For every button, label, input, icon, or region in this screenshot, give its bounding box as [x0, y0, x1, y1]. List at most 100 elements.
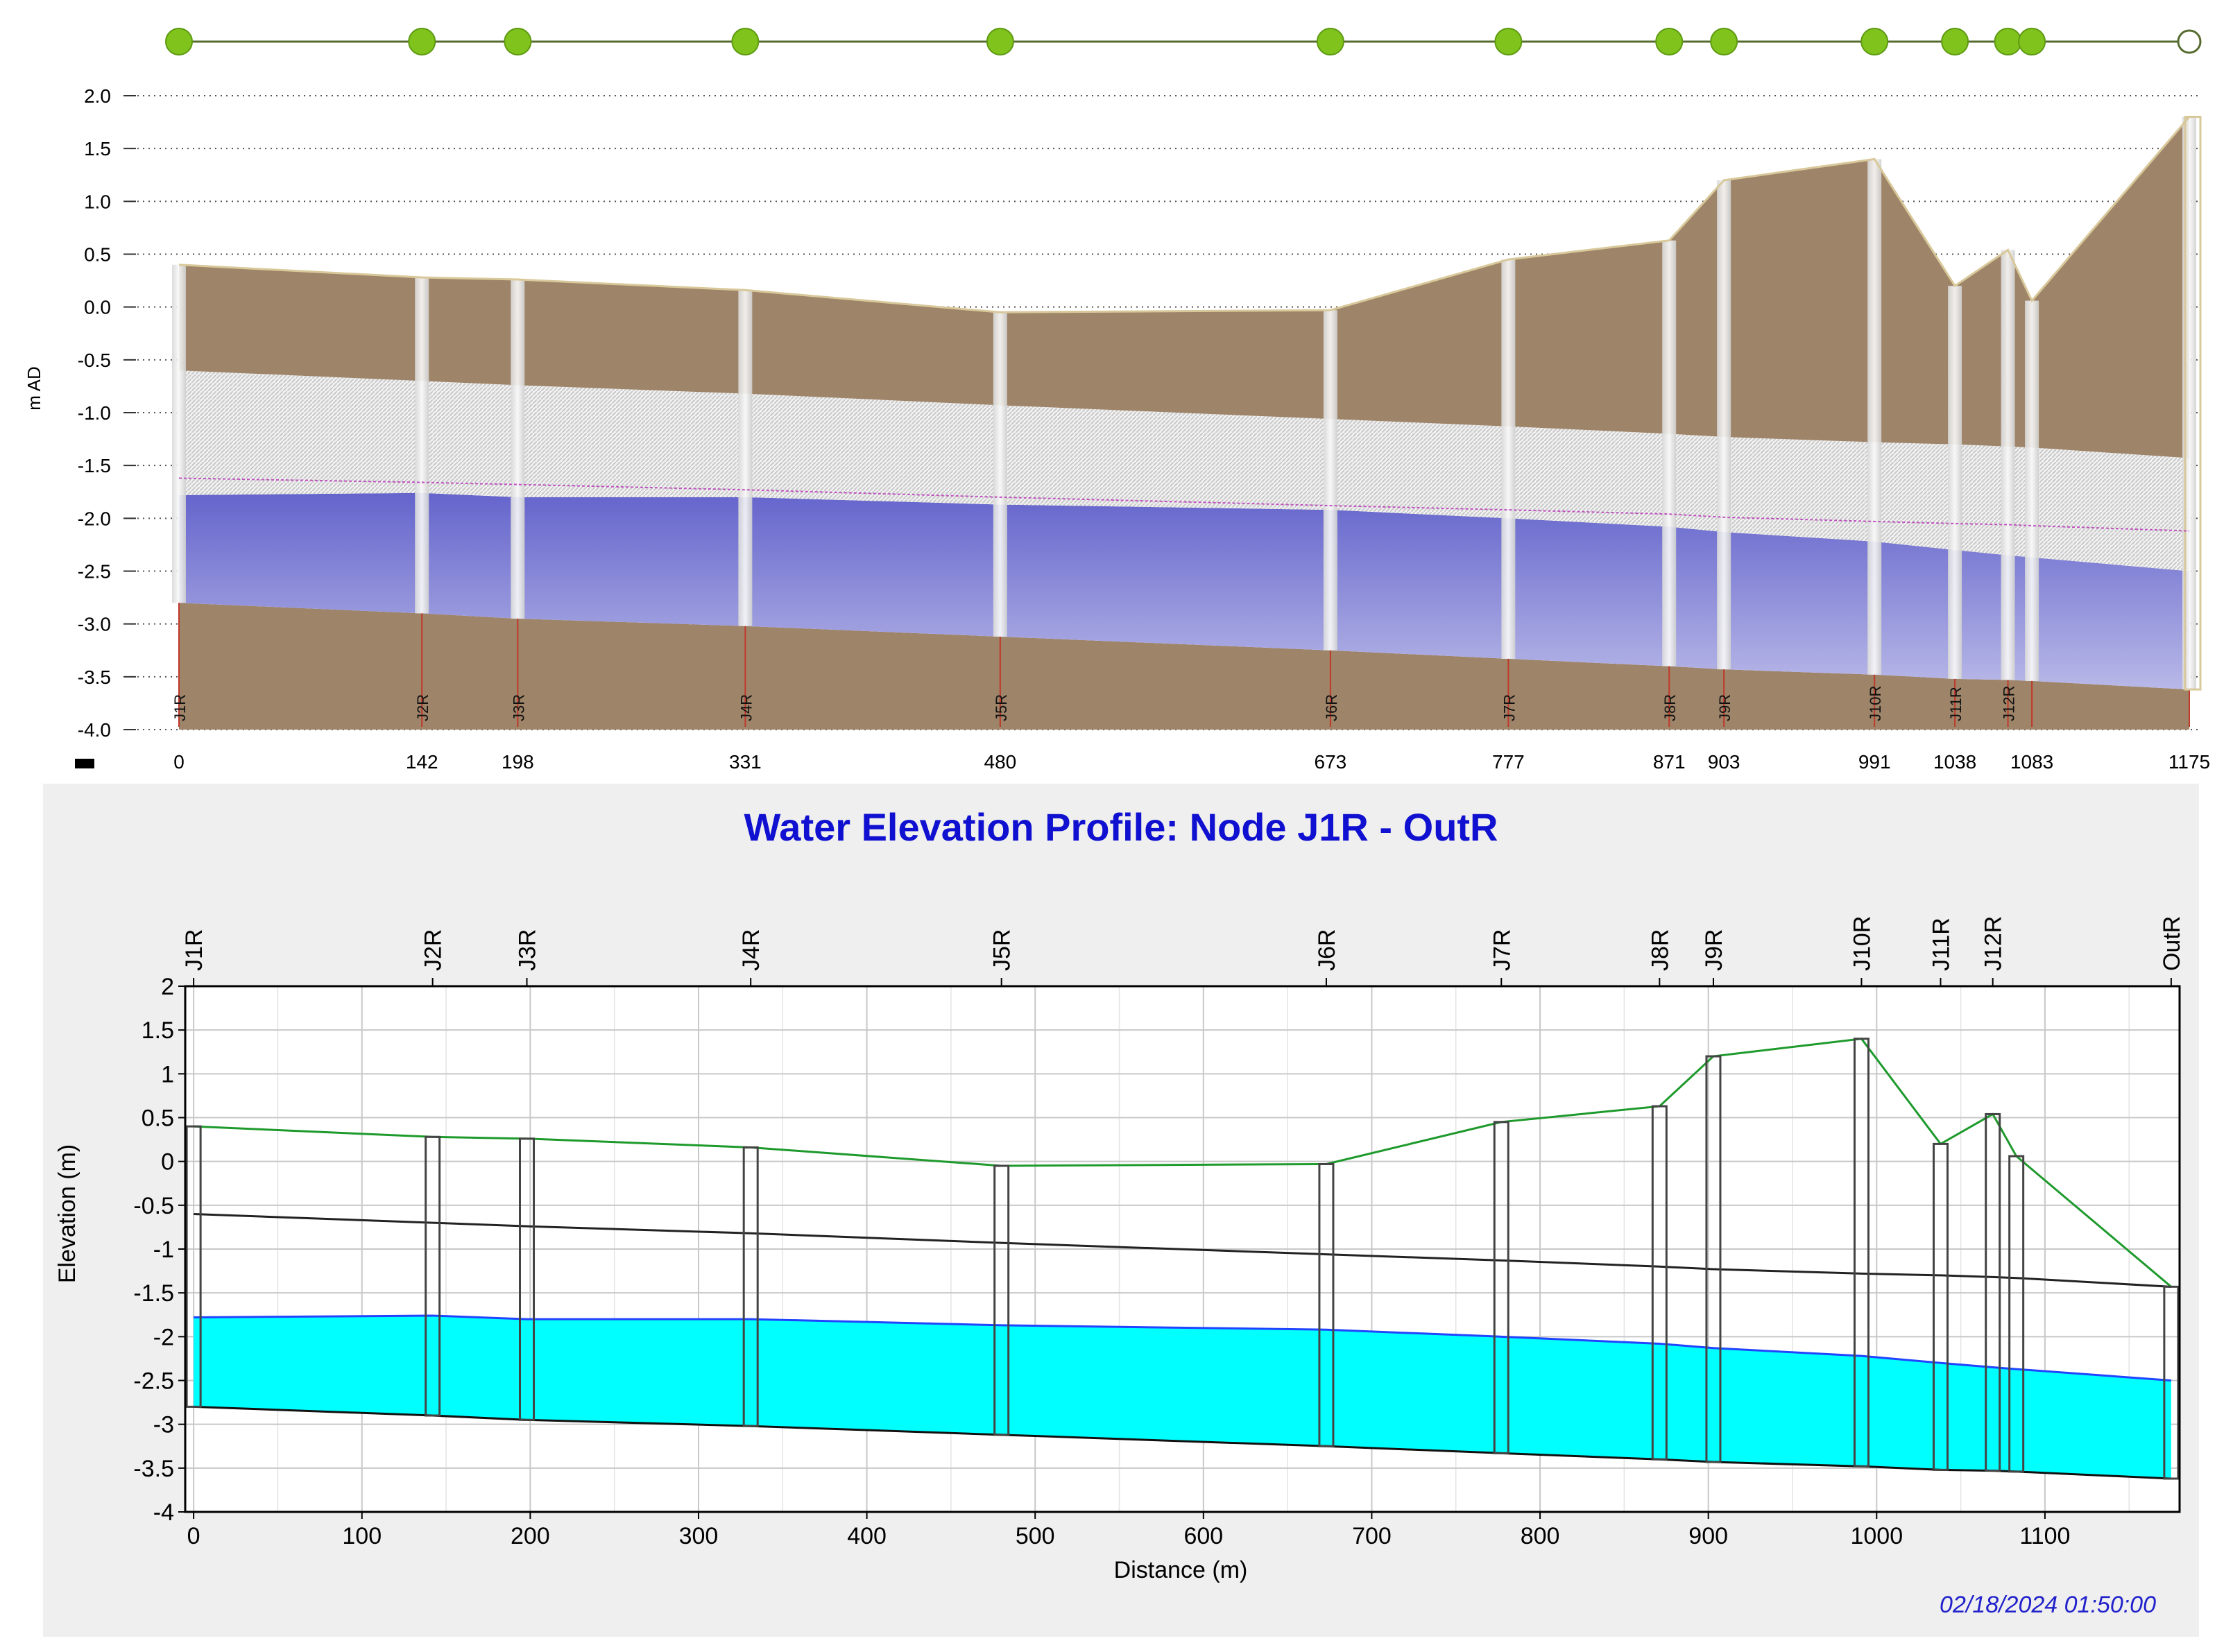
- x-tick-label: 600: [1183, 1523, 1223, 1549]
- manhole-rect: [2008, 1155, 2025, 1473]
- timestamp: 02/18/2024 01:50:00: [1940, 1592, 2156, 1618]
- top-node-label: J4R: [737, 694, 755, 721]
- top-y-tick-label: -2.5: [78, 561, 111, 583]
- top-x-tick-label: 1038: [1933, 751, 1976, 773]
- water-elevation-profile-panel: Water Elevation Profile: Node J1R - OutR…: [43, 784, 2199, 1637]
- top-y-tick-label: 2.0: [84, 85, 111, 107]
- y-tick-label: -3: [153, 1412, 174, 1438]
- manhole-shaft: [1501, 259, 1516, 659]
- x-tick-label: 400: [847, 1523, 887, 1549]
- water-surface-line: [194, 1314, 2171, 1382]
- manhole-rect: [425, 1135, 441, 1417]
- node-label: J11R: [1928, 918, 1954, 971]
- x-axis-label: Distance (m): [1114, 1557, 1248, 1583]
- chart-title: Water Elevation Profile: Node J1R - OutR: [744, 805, 1498, 849]
- top-x-tick-label: 673: [1315, 751, 1347, 773]
- manhole-rect: [993, 1164, 1010, 1436]
- top-node-label: J5R: [993, 694, 1010, 721]
- top-y-tick-label: 1.5: [84, 138, 111, 160]
- x-tick-label: 1000: [1850, 1523, 1903, 1549]
- top-y-tick-label: -1.5: [78, 455, 111, 476]
- top-y-tick-label: -4.0: [78, 719, 111, 741]
- crown-line: [194, 1212, 2171, 1288]
- invert-line: [194, 1405, 2171, 1480]
- manhole-shaft: [1867, 159, 1882, 675]
- y-tick-label: -2: [153, 1324, 174, 1350]
- x-tick-label: 300: [679, 1523, 719, 1549]
- plot-frame: [184, 985, 2181, 1513]
- node-label: J2R: [420, 929, 447, 971]
- manhole-shaft: [172, 264, 186, 603]
- top-x-tick-label: 777: [1492, 751, 1525, 773]
- y-tick-label: 0.5: [142, 1105, 174, 1132]
- top-y-tick-label: 0.5: [84, 244, 111, 266]
- node-marker: [986, 28, 1014, 55]
- scale-marker: [75, 759, 94, 768]
- node-marker: [1494, 28, 1523, 55]
- top-node-label: J1R: [171, 694, 189, 721]
- top-y-tick-label: -1.0: [78, 402, 111, 424]
- top-x-tick-label: 198: [502, 751, 534, 773]
- y-tick-label: -1.5: [133, 1280, 174, 1307]
- top-x-tick-label: 903: [1708, 751, 1740, 773]
- node-label: J7R: [1489, 929, 1515, 971]
- node-label: J4R: [738, 929, 764, 971]
- manhole-shaft: [1662, 240, 1677, 666]
- node-label: J3R: [515, 929, 541, 971]
- top-x-tick-label: 480: [984, 751, 1017, 773]
- y-tick-label: -1: [153, 1237, 174, 1263]
- node-label: J1R: [181, 929, 207, 971]
- manhole-shaft: [1717, 180, 1731, 670]
- node-marker: [1941, 28, 1969, 55]
- manhole-rect: [1318, 1162, 1335, 1447]
- top-x-tick-label: 0: [173, 751, 185, 773]
- bedrock-fill: [179, 603, 2189, 730]
- water-fill: [179, 492, 2189, 690]
- x-tick-label: 0: [187, 1523, 200, 1549]
- manhole-rect: [185, 1125, 202, 1408]
- node-label: J10R: [1849, 916, 1875, 971]
- top-y-tick-label: -3.5: [78, 666, 111, 688]
- top-node-label: J6R: [1323, 694, 1340, 721]
- top-y-tick-label: 1.0: [84, 191, 111, 212]
- node-label: OutR: [2159, 916, 2185, 971]
- manhole-rect: [519, 1137, 536, 1421]
- top-node-label: J10R: [1867, 686, 1884, 721]
- x-tick-label: 700: [1352, 1523, 1392, 1549]
- manhole-shaft: [1323, 310, 1337, 651]
- node-label: J6R: [1314, 929, 1340, 971]
- outfall-box: [2184, 115, 2202, 691]
- top-y-tick-label: 0.0: [84, 297, 111, 318]
- top-node-label: J3R: [510, 694, 527, 721]
- top-x-tick-label: 1083: [2010, 751, 2053, 773]
- y-tick-label: -0.5: [133, 1193, 174, 1219]
- long-section-panel: 2.0 1.5 1.0 0.5 0.0 -0.5 -1.0 -1.5 -2.0 -2.5 -3.0 -…: [0, 0, 2233, 773]
- x-tick-label: 200: [511, 1523, 550, 1549]
- manhole-shaft: [2025, 300, 2039, 681]
- manhole-rect: [1493, 1121, 1509, 1454]
- node-marker: [1316, 28, 1344, 55]
- node-marker: [1994, 28, 2022, 55]
- top-y-tick-label: -2.0: [78, 508, 111, 529]
- manhole-shaft: [738, 290, 753, 626]
- node-marker: [731, 28, 760, 55]
- x-tick-label: 1100: [2019, 1523, 2070, 1549]
- top-x-tick-label: 871: [1653, 751, 1686, 773]
- hgl-line: [178, 477, 2190, 532]
- top-node-label: J2R: [414, 694, 431, 721]
- y-tick-label: -3.5: [133, 1456, 174, 1482]
- manhole-rect: [1985, 1112, 2001, 1472]
- manhole-rect: [742, 1146, 759, 1427]
- top-y-axis-label: m AD: [24, 366, 44, 411]
- cover-soil-fill: [179, 117, 2189, 458]
- node-label: J12R: [1980, 916, 2007, 971]
- top-x-tick-label: 1175: [2168, 751, 2210, 773]
- water-area: [194, 1316, 2171, 1479]
- top-node-label: J11R: [1947, 687, 1965, 721]
- node-marker: [1860, 28, 1889, 55]
- x-tick-label: 100: [342, 1523, 382, 1549]
- x-tick-label: 800: [1521, 1523, 1560, 1549]
- long-section-chart: 2.0 1.5 1.0 0.5 0.0 -0.5 -1.0 -1.5 -2.0 -2.5 -3.0 -…: [24, 28, 2210, 773]
- top-x-tick-label: 142: [406, 751, 438, 773]
- water-elevation-chart: 0 100 200 300 400 500 600 700 800 900 1000 1100 2 1.5…: [54, 916, 2185, 1583]
